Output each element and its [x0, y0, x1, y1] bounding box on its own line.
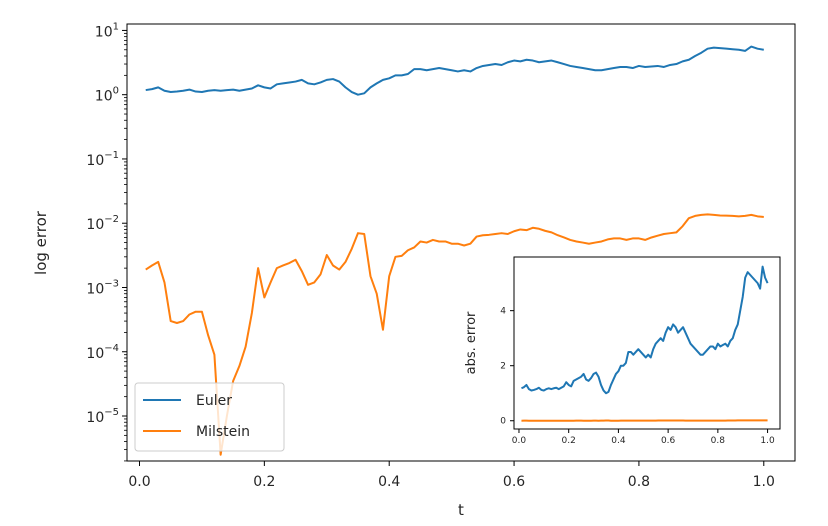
inset-lines	[521, 265, 769, 422]
main-y-tick-label: 101	[95, 21, 119, 40]
main-x-tick-label: 0.0	[128, 474, 150, 490]
inset-yticks: 0 2 4	[500, 307, 514, 427]
main-x-tick-label: 1.0	[753, 474, 775, 490]
inset-plot-area	[514, 257, 780, 429]
legend-milstein-label: Milstein	[196, 424, 250, 440]
main-x-tick-label: 0.2	[253, 474, 275, 490]
main-y-tick-label: 10−1	[86, 150, 119, 169]
inset-series-line-euler	[521, 265, 769, 395]
main-x-axis-label: t	[458, 501, 464, 519]
main-y-tick-label: 10−4	[86, 343, 119, 362]
main-y-tick-label: 10−2	[86, 214, 119, 233]
inset-y-tick-label: 4	[500, 307, 506, 317]
main-series-line-euler	[145, 45, 764, 96]
main-y-tick-label: 10−5	[86, 407, 119, 426]
inset-y-tick-label: 2	[500, 362, 506, 372]
main-yticks: 101 100 10−1 10−2 10−3 10−4 10−5	[86, 21, 127, 462]
inset-x-tick-label: 1.0	[760, 436, 775, 446]
inset-x-tick-label: 0.8	[711, 436, 726, 446]
inset-x-tick-label: 0.6	[661, 436, 676, 446]
inset-x-tick-label: 0.0	[512, 436, 527, 446]
main-x-tick-label: 0.4	[378, 474, 400, 490]
legend-euler-label: Euler	[196, 393, 232, 409]
main-x-tick-label: 0.8	[628, 474, 650, 490]
main-x-tick-label: 0.6	[503, 474, 525, 490]
main-series-line-milstein	[145, 213, 764, 456]
main-y-axis-label: log error	[32, 210, 50, 275]
legend: Euler Milstein	[134, 382, 285, 452]
main-y-tick-label: 10−3	[86, 278, 119, 297]
inset-y-axis-label: abs. error	[464, 311, 479, 374]
inset-y-tick-label: 0	[500, 417, 506, 427]
main-xticks: 0.0 0.2 0.4 0.6 0.8 1.0	[128, 461, 775, 490]
inset-x-tick-label: 0.2	[562, 436, 576, 446]
main-lines	[145, 45, 764, 456]
main-y-tick-label: 100	[95, 86, 119, 105]
inset-xticks: 0.0 0.2 0.4 0.6 0.8 1.0	[512, 429, 775, 446]
inset-axes: 0.0 0.2 0.4 0.6 0.8 1.0 0 2 4 abs. error	[464, 256, 781, 446]
inset-axes-frame	[513, 256, 781, 430]
inset-x-tick-label: 0.4	[611, 436, 626, 446]
